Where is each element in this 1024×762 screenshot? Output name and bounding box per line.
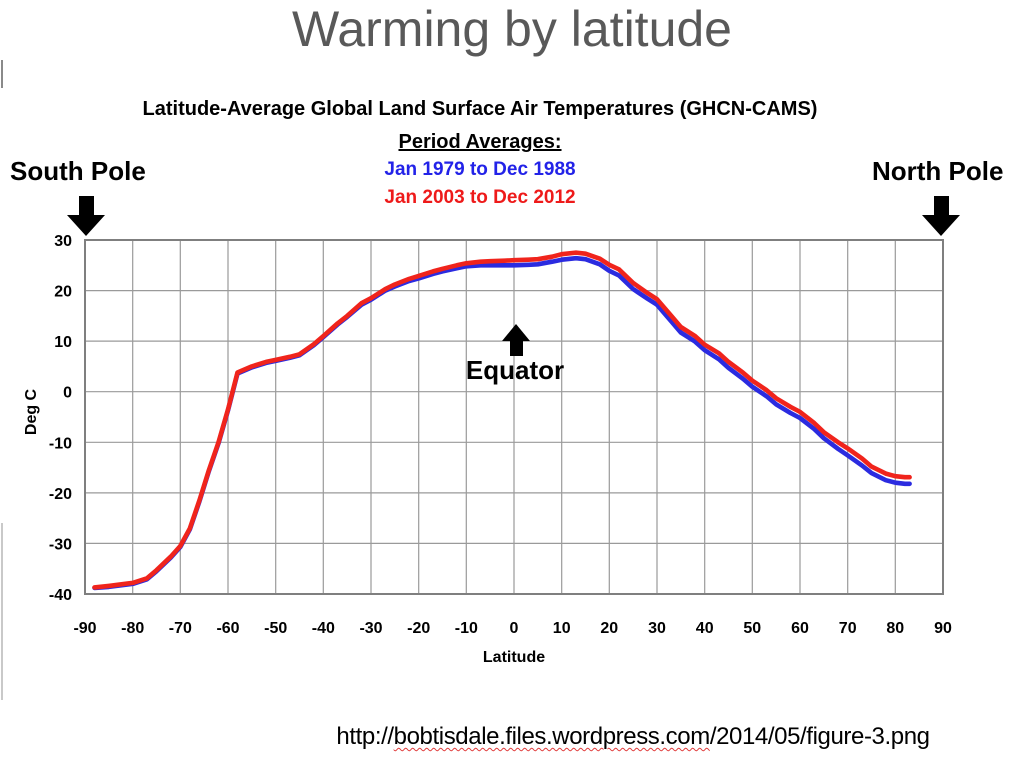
svg-text:-20: -20 xyxy=(407,620,430,637)
svg-text:70: 70 xyxy=(839,620,857,637)
arrow-shaft xyxy=(933,196,949,215)
arrow-down-icon xyxy=(67,196,105,236)
svg-text:0: 0 xyxy=(63,385,72,402)
svg-text:-40: -40 xyxy=(49,587,72,604)
series-line-1979-1988 xyxy=(92,255,912,591)
svg-text:-20: -20 xyxy=(49,486,72,503)
arrow-shaft xyxy=(509,341,523,356)
legend-heading: Period Averages: xyxy=(398,131,562,153)
arrow-head xyxy=(502,324,530,341)
slide-edge-line xyxy=(1,60,3,88)
svg-text:-10: -10 xyxy=(455,620,478,637)
y-axis-label: Deg C xyxy=(23,388,40,435)
north-pole-label: North Pole xyxy=(872,156,1004,186)
svg-text:-30: -30 xyxy=(49,536,72,553)
svg-text:30: 30 xyxy=(54,233,72,250)
gridlines xyxy=(84,239,944,595)
arrow-head xyxy=(922,215,960,236)
equator-label: Equator xyxy=(465,355,565,385)
series-line-2003-2012 xyxy=(92,250,912,590)
svg-text:-30: -30 xyxy=(359,620,382,637)
url-domain: bobtisdale.files.wordpress.com xyxy=(393,723,711,750)
svg-text:-10: -10 xyxy=(49,435,72,452)
legend-entry-1979-1988: Jan 1979 to Dec 1988 xyxy=(384,159,576,180)
svg-text:10: 10 xyxy=(553,620,571,637)
svg-text:20: 20 xyxy=(54,284,72,301)
svg-text:20: 20 xyxy=(600,620,618,637)
svg-text:-60: -60 xyxy=(216,620,239,637)
svg-text:-80: -80 xyxy=(121,620,144,637)
legend-entry-2003-2012: Jan 2003 to Dec 2012 xyxy=(384,187,576,208)
svg-text:-40: -40 xyxy=(312,620,335,637)
svg-text:40: 40 xyxy=(696,620,714,637)
x-axis-label: Latitude xyxy=(483,649,545,666)
svg-text:-90: -90 xyxy=(73,620,96,637)
arrow-shaft xyxy=(78,196,94,215)
svg-text:-50: -50 xyxy=(264,620,287,637)
url-prefix: http:// xyxy=(336,723,394,750)
page-title: Warming by latitude xyxy=(292,1,732,57)
south-pole-label: South Pole xyxy=(10,156,146,186)
plot-border xyxy=(84,239,944,595)
svg-text:90: 90 xyxy=(934,620,952,637)
source-url: http://bobtisdale.files.wordpress.com/20… xyxy=(336,723,930,751)
arrow-up-icon xyxy=(502,324,530,356)
svg-text:-70: -70 xyxy=(169,620,192,637)
arrow-down-icon xyxy=(922,196,960,236)
svg-text:30: 30 xyxy=(648,620,666,637)
arrow-head xyxy=(67,215,105,236)
slide-edge-line xyxy=(1,523,3,700)
chart-title: Latitude-Average Global Land Surface Air… xyxy=(142,98,818,120)
svg-text:10: 10 xyxy=(54,334,72,351)
x-tick-labels: -90 -80 -70 -60 -50 -40 -30 -20 -10 0 10 20 30 40 50 60… xyxy=(73,620,952,637)
svg-text:80: 80 xyxy=(886,620,904,637)
svg-text:60: 60 xyxy=(791,620,809,637)
y-tick-labels: 30 20 10 0 -10 -20 -30 -40 xyxy=(49,233,72,604)
svg-text:50: 50 xyxy=(743,620,761,637)
svg-text:0: 0 xyxy=(510,620,519,637)
url-path: /2014/05/figure-3.png xyxy=(709,723,930,750)
